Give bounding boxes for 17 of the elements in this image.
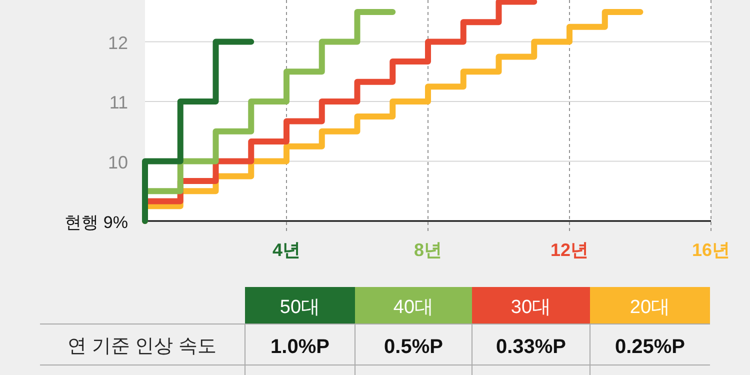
y-tick-label: 10 [108, 152, 128, 172]
text: 0.33%P [496, 336, 566, 358]
x-tick-label: 8년 [414, 240, 442, 260]
y-tick-label: 11 [109, 92, 128, 113]
text: 연 기준 인상 속도 [68, 336, 216, 357]
text: 30대 [510, 297, 552, 318]
text: 50대 [280, 297, 320, 318]
text: 20대 [630, 297, 670, 318]
text: 40대 [393, 297, 434, 318]
x-tick-label: 4년 [272, 240, 301, 260]
text: 1.0%P [270, 336, 330, 358]
text: 0.25%P [614, 336, 686, 358]
y-tick-label: 12 [108, 32, 128, 53]
y-tick-label: 현행 9% [64, 213, 128, 232]
x-tick-label: 16년 [692, 240, 730, 260]
text: 0.5%P [384, 336, 443, 358]
x-tick-label: 12년 [550, 240, 589, 260]
